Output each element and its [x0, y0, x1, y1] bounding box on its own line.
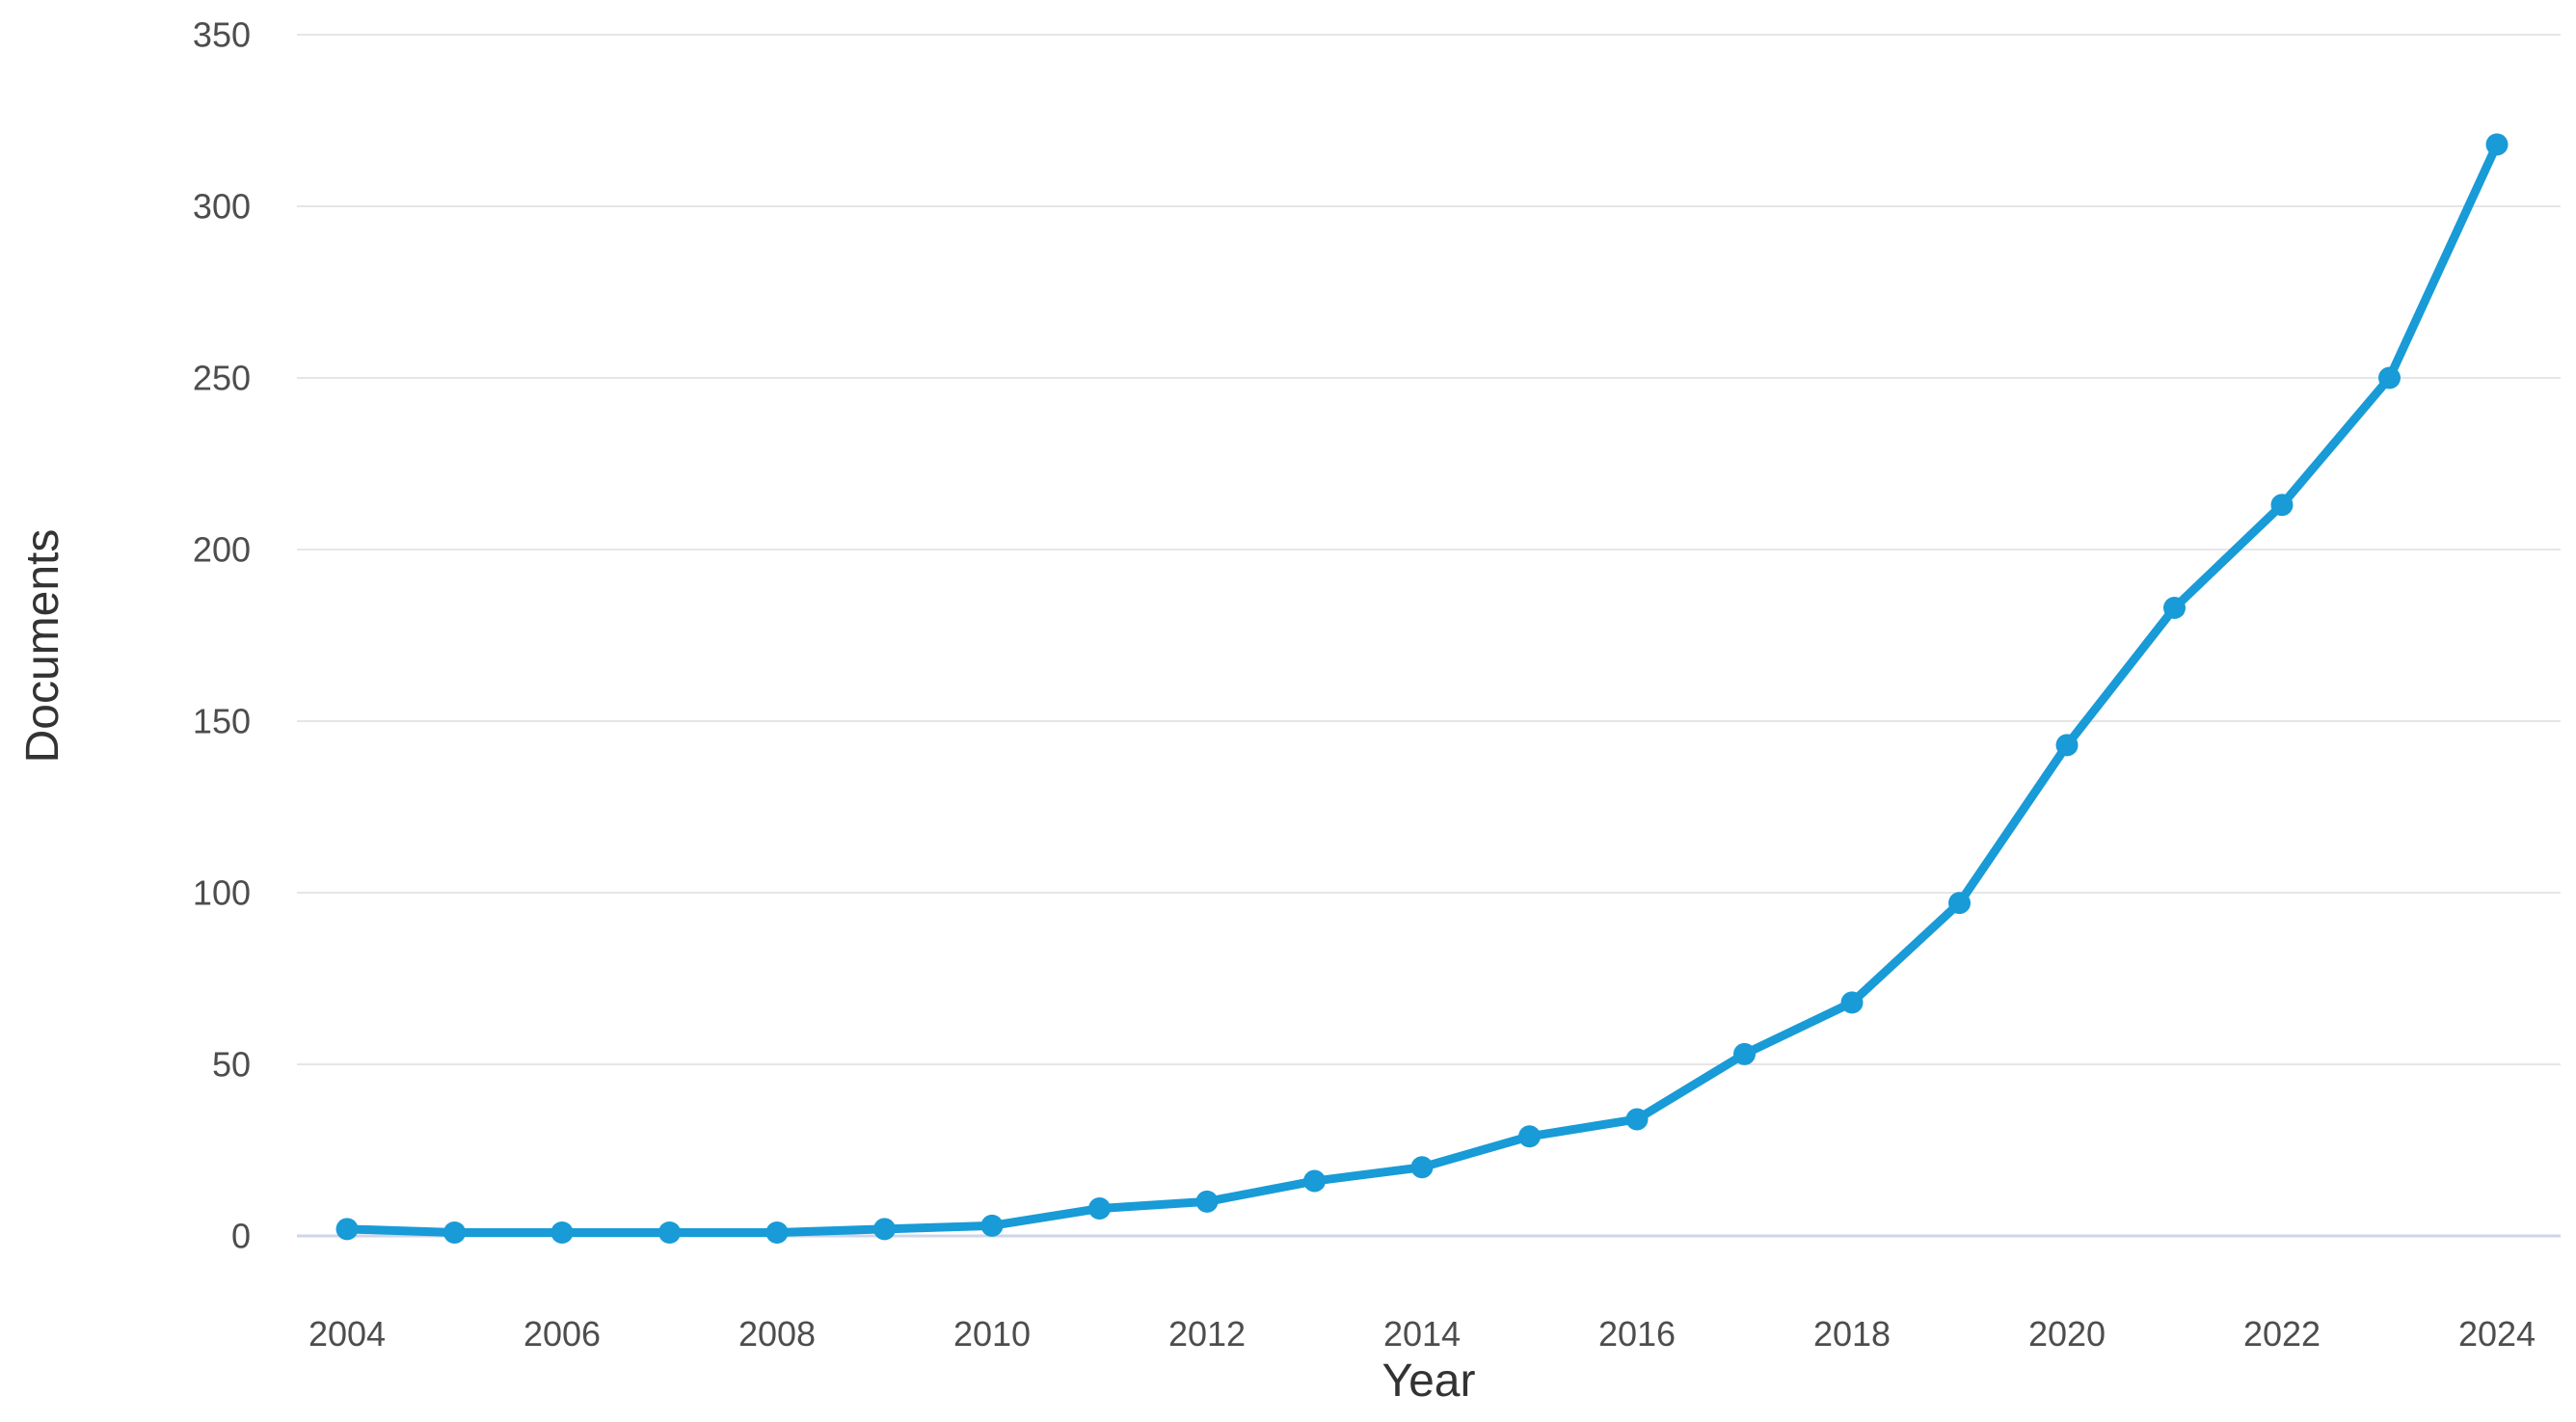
x-tick-label-2014: 2014	[1383, 1314, 1461, 1354]
data-point-2016[interactable]	[1625, 1108, 1649, 1131]
x-tick-label-2010: 2010	[953, 1314, 1031, 1354]
data-point-2006[interactable]	[550, 1221, 574, 1244]
data-point-2007[interactable]	[658, 1221, 681, 1244]
x-axis-title: Year	[1382, 1355, 1476, 1407]
documents-series-line	[342, 140, 2502, 1237]
data-point-2022[interactable]	[2270, 494, 2294, 517]
data-point-2021[interactable]	[2163, 597, 2186, 620]
y-tick-label-200: 200	[193, 530, 251, 570]
data-point-2013[interactable]	[1303, 1169, 1326, 1193]
x-tick-labels-group: 2004 2006 2008 2010 2012 2014 2016 2018 2020 2022…	[309, 1314, 2536, 1354]
x-tick-label-2020: 2020	[2028, 1314, 2106, 1354]
data-point-2008[interactable]	[765, 1221, 789, 1244]
x-tick-label-2024: 2024	[2458, 1314, 2536, 1354]
y-tick-label-300: 300	[193, 187, 251, 227]
data-point-2020[interactable]	[2055, 734, 2079, 757]
data-point-2014[interactable]	[1410, 1156, 1434, 1179]
data-point-2024[interactable]	[2485, 133, 2509, 156]
y-tick-label-0: 0	[231, 1217, 251, 1256]
data-point-2023[interactable]	[2378, 366, 2401, 389]
data-point-2019[interactable]	[1948, 892, 1971, 915]
x-tick-label-2022: 2022	[2243, 1314, 2321, 1354]
y-tick-label-250: 250	[193, 359, 251, 398]
data-point-2012[interactable]	[1195, 1190, 1219, 1213]
x-tick-label-2008: 2008	[738, 1314, 816, 1354]
y-tick-labels-group: 0 50 100 150 200 250 300 350	[193, 15, 251, 1256]
data-point-2005[interactable]	[443, 1221, 466, 1244]
data-point-2015[interactable]	[1518, 1125, 1541, 1148]
y-tick-label-100: 100	[193, 873, 251, 913]
data-point-2018[interactable]	[1840, 991, 1864, 1014]
data-point-2011[interactable]	[1088, 1197, 1111, 1221]
y-tick-label-150: 150	[193, 702, 251, 741]
x-tick-label-2004: 2004	[309, 1314, 386, 1354]
data-point-2004[interactable]	[335, 1218, 359, 1241]
x-tick-label-2016: 2016	[1598, 1314, 1676, 1354]
y-tick-label-350: 350	[193, 15, 251, 55]
data-point-2017[interactable]	[1733, 1042, 1756, 1065]
x-tick-label-2012: 2012	[1168, 1314, 1246, 1354]
x-tick-label-2006: 2006	[523, 1314, 601, 1354]
gridlines-group	[297, 34, 2561, 1238]
data-point-2010[interactable]	[980, 1214, 1004, 1237]
data-point-2009[interactable]	[873, 1218, 896, 1241]
x-tick-label-2018: 2018	[1813, 1314, 1891, 1354]
y-axis-title: Documents	[17, 529, 68, 764]
y-tick-label-50: 50	[212, 1045, 251, 1085]
series-group	[335, 133, 2509, 1244]
